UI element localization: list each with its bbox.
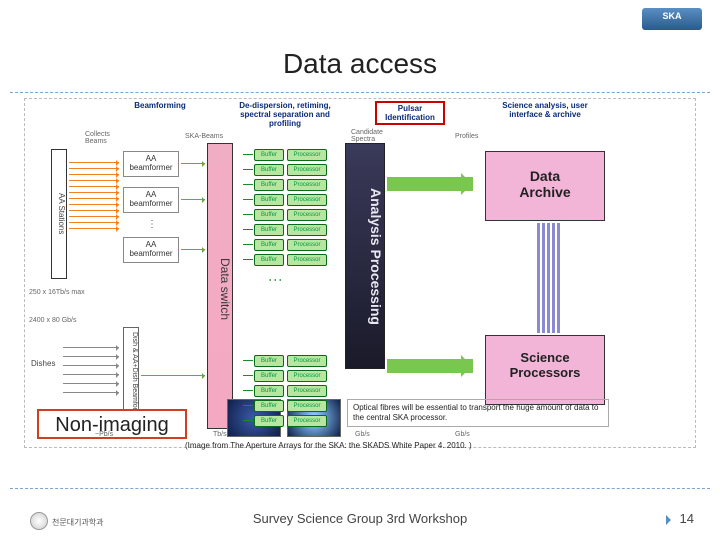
rate-pbs: ~Pb/s (95, 431, 113, 438)
rate-gbs2: Gb/s (455, 431, 470, 438)
rate-dish: 2400 x 80 Gb/s (29, 317, 76, 324)
analysis-processing: Analysis Processing (345, 143, 385, 369)
archive-processors-link (537, 223, 563, 333)
lbl-ska-beams: SKA-Beams (185, 133, 223, 140)
col-dedispersion: De-dispersion, retiming, spectral separa… (225, 101, 345, 128)
data-switch: Data switch (207, 143, 233, 429)
flow-to-archive (387, 177, 473, 191)
aa-beamformer-2: AA beamformer (123, 187, 179, 213)
col-science: Science analysis, user interface & archi… (485, 101, 605, 119)
rate-aa: 250 x 16Tb/s max (29, 289, 85, 296)
dish-fanout-arrows (63, 339, 119, 419)
lbl-collects-beams: Collects Beams (85, 131, 110, 145)
divider-bottom (10, 488, 710, 489)
rate-tbs: Tb/s (213, 431, 227, 438)
aa-fanout-arrows (69, 157, 119, 277)
page-title: Data access (0, 48, 720, 80)
col-pulsar: Pulsar Identification (375, 101, 445, 125)
rate-gbs: Gb/s (355, 431, 370, 438)
green-vdots: ⋮ (268, 273, 284, 288)
bf-arrow (181, 163, 205, 164)
science-processors: Science Processors (485, 335, 605, 405)
footer-title: Survey Science Group 3rd Workshop (0, 511, 720, 526)
col-beamforming: Beamforming (125, 101, 195, 110)
divider-top (10, 92, 710, 93)
data-archive: Data Archive (485, 151, 605, 221)
image-citation: (Image from The Aperture Arrays for the … (185, 441, 472, 450)
bf-arrow (141, 375, 205, 376)
flow-to-processors (387, 359, 473, 373)
bf-arrow (181, 249, 205, 250)
ska-logo: SKA (642, 8, 702, 30)
page-number: 14 (680, 511, 694, 526)
vdots: ⋮ (147, 219, 157, 230)
pipeline-diagram: Beamforming De-dispersion, retiming, spe… (24, 98, 696, 448)
aa-stations-block: AA Stations (51, 149, 67, 279)
fiber-caption: Optical fibres will be essential to tran… (347, 399, 609, 427)
dishes-label: Dishes (31, 359, 55, 368)
lbl-candidate-spectra: Candidate Spectra (351, 129, 383, 143)
aa-beamformer-1: AA beamformer (123, 151, 179, 177)
lbl-profiles: Profiles (455, 133, 478, 140)
bf-arrow (181, 199, 205, 200)
aa-beamformer-n: AA beamformer (123, 237, 179, 263)
